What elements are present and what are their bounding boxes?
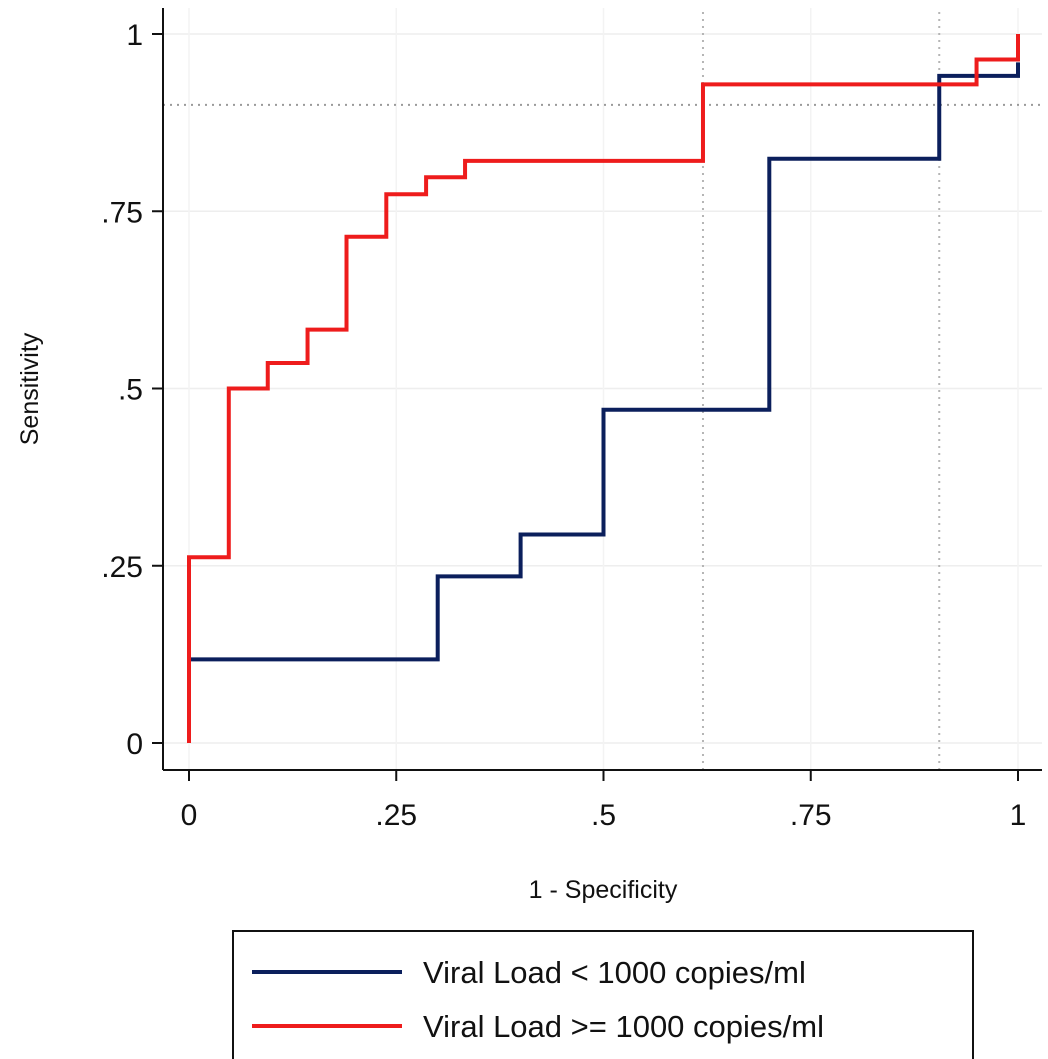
x-tick-label-0: 0 [181, 799, 198, 832]
series-lines [187, 34, 1020, 743]
y-tick-label-4: 1 [126, 19, 143, 52]
legend-box [232, 930, 974, 1059]
axes: 0 .25 .5 .75 1 0 .25 .5 .75 1 [101, 8, 1042, 832]
series-line-0 [187, 62, 1020, 743]
x-tick-label-3: .75 [790, 799, 832, 832]
x-tick-label-4: 1 [1010, 799, 1027, 832]
y-tick-label-3: .75 [101, 196, 143, 229]
y-tick-label-0: 0 [126, 728, 143, 761]
y-axis-title: Sensitivity [16, 332, 44, 445]
y-tick-label-1: .25 [101, 551, 143, 584]
x-axis-title: 1 - Specificity [529, 876, 678, 904]
legend-label-1: Viral Load >= 1000 copies/ml [423, 1009, 824, 1044]
x-tick-label-1: .25 [375, 799, 417, 832]
reference-lines [163, 12, 1042, 770]
legend: Viral Load < 1000 copies/ml Viral Load >=… [232, 930, 974, 1059]
gridlines [163, 8, 1042, 770]
x-tick-label-2: .5 [591, 799, 616, 832]
series-line-1 [187, 34, 1020, 743]
legend-label-0: Viral Load < 1000 copies/ml [423, 955, 806, 990]
y-tick-label-2: .5 [118, 374, 143, 407]
